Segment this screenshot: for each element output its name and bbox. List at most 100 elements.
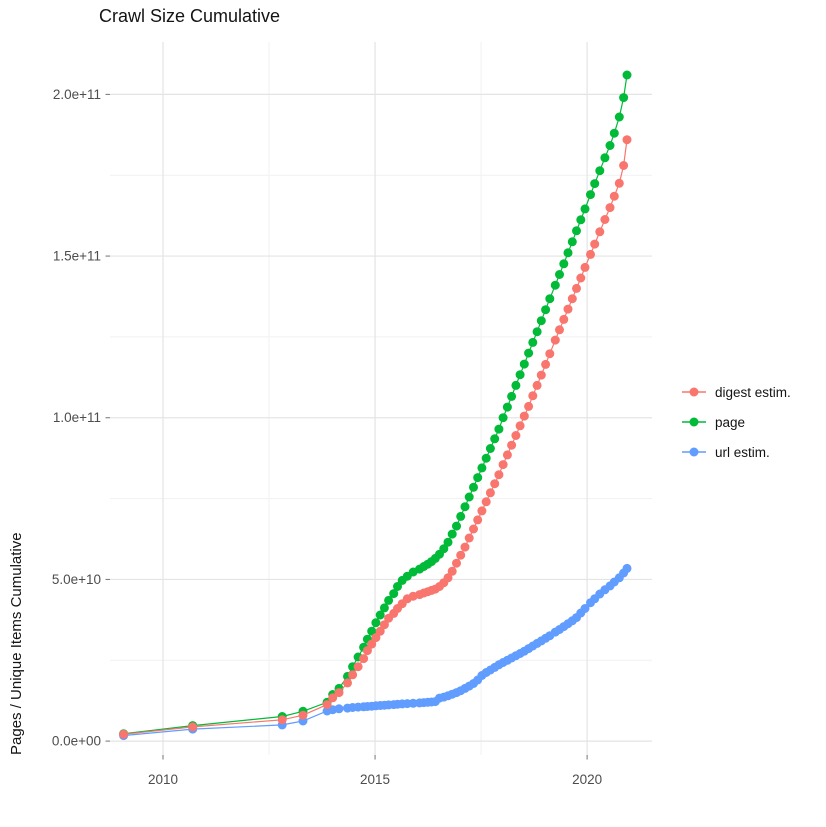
- data-point: [477, 506, 487, 516]
- data-point: [507, 391, 517, 401]
- data-point: [586, 249, 595, 259]
- x-tick-label: 2010: [148, 772, 178, 787]
- data-point: [322, 700, 332, 710]
- legend-label-page: page: [715, 414, 746, 430]
- data-point: [559, 259, 569, 269]
- data-point: [443, 573, 453, 583]
- data-point: [576, 215, 586, 225]
- data-point: [605, 203, 615, 213]
- data-point: [485, 488, 495, 498]
- data-point: [600, 215, 610, 224]
- data-point: [595, 166, 605, 176]
- data-point: [498, 413, 508, 423]
- data-point: [600, 153, 610, 163]
- data-point: [528, 391, 538, 401]
- data-point: [473, 515, 483, 525]
- data-point: [524, 401, 534, 411]
- data-point: [550, 335, 560, 345]
- minor-gridlines: [110, 42, 652, 755]
- legend-label-digest-estim: digest estim.: [715, 384, 791, 400]
- data-point: [477, 463, 487, 473]
- data-point: [590, 239, 600, 249]
- data-point: [545, 349, 555, 359]
- data-point: [371, 633, 381, 643]
- data-point: [460, 502, 470, 512]
- data-point: [536, 316, 546, 326]
- data-point: [481, 453, 491, 463]
- data-point: [447, 566, 457, 576]
- data-point: [389, 589, 399, 599]
- data-point: [532, 327, 542, 337]
- major-gridlines: [110, 42, 652, 755]
- data-point: [298, 710, 308, 720]
- series-digest-estim: [119, 135, 632, 739]
- data-point: [334, 688, 344, 698]
- data-point: [379, 603, 389, 613]
- data-point: [567, 237, 577, 247]
- data-point: [393, 582, 402, 591]
- data-point: [452, 521, 461, 531]
- data-point: [550, 280, 560, 290]
- legend-key-page-icon: [682, 417, 706, 427]
- data-point: [545, 294, 555, 304]
- data-point: [536, 370, 546, 380]
- data-point: [580, 204, 590, 214]
- data-point: [532, 380, 542, 390]
- data-point: [590, 179, 600, 189]
- data-point: [619, 161, 629, 170]
- data-point: [528, 337, 538, 347]
- axes: 0.0e+00 5.0e+10 1.0e+11 1.5e+11 2.0e+11 2010 2…: [52, 87, 602, 787]
- legend-item-url-estim: url estim.: [681, 437, 791, 467]
- data-point: [375, 610, 385, 620]
- data-point: [334, 704, 344, 714]
- y-tick-label: 5.0e+10: [52, 572, 101, 587]
- data-point: [379, 620, 389, 630]
- data-point: [481, 497, 491, 507]
- data-point: [362, 646, 372, 656]
- y-tick-label: 1.0e+11: [53, 410, 101, 425]
- data-point: [348, 670, 358, 680]
- data-point: [519, 359, 529, 369]
- data-point: [555, 325, 564, 335]
- data-point: [572, 283, 581, 293]
- legend-key-url-icon: [682, 447, 706, 457]
- data-point: [614, 178, 624, 188]
- data-point: [464, 492, 474, 502]
- data-point: [511, 431, 521, 440]
- data-point: [567, 294, 577, 304]
- data-point: [609, 191, 619, 201]
- data-point: [614, 112, 624, 122]
- data-point: [456, 511, 466, 521]
- data-point: [515, 421, 525, 431]
- data-point: [511, 380, 521, 390]
- data-point: [452, 558, 461, 568]
- data-point: [502, 402, 512, 412]
- data-point: [515, 370, 525, 380]
- data-point: [507, 440, 517, 450]
- data-point: [563, 248, 573, 258]
- data-point: [473, 473, 483, 483]
- data-point: [469, 482, 478, 492]
- data-point: [580, 604, 590, 613]
- data-point: [555, 270, 564, 279]
- data-point: [469, 524, 478, 534]
- data-point: [572, 226, 581, 236]
- data-point: [343, 678, 352, 688]
- data-point: [524, 348, 534, 358]
- x-tick-label: 2015: [360, 772, 390, 787]
- legend-key-digest-icon: [682, 387, 706, 397]
- data-point: [541, 305, 551, 315]
- legend-label-url-estim: url estim.: [715, 444, 770, 460]
- data-point: [353, 662, 363, 672]
- data-point: [541, 359, 551, 369]
- data-point: [367, 626, 377, 636]
- data-point: [384, 595, 394, 605]
- data-point: [371, 618, 381, 628]
- data-point: [494, 424, 504, 434]
- y-axis-title: Pages / Unique Items Cumulative: [8, 532, 25, 755]
- data-point: [519, 411, 529, 421]
- data-point: [609, 128, 619, 138]
- data-point: [580, 262, 590, 272]
- y-tick-label: 2.0e+11: [53, 87, 101, 102]
